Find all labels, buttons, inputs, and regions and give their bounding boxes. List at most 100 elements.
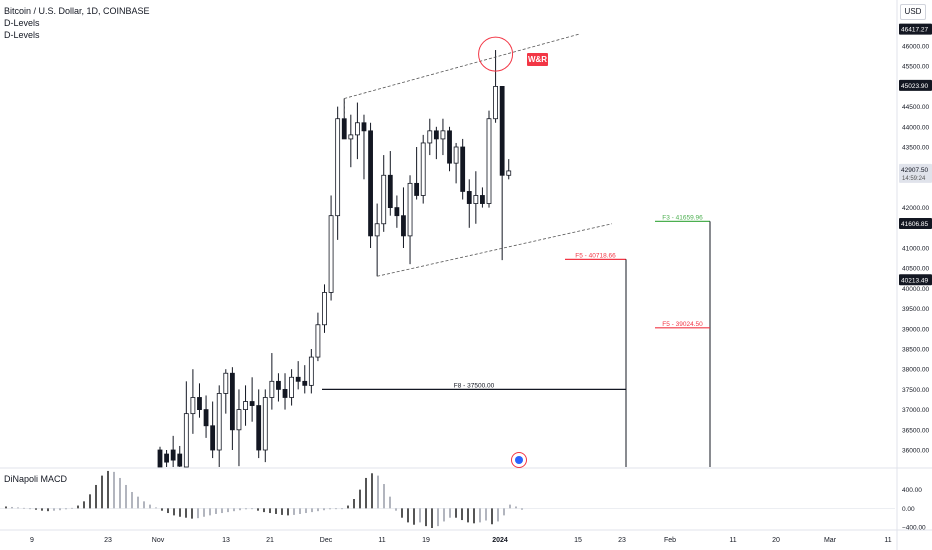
- macd-bar: [17, 507, 19, 509]
- price-tick-label: 42000.00: [902, 205, 929, 212]
- candle: [210, 401, 216, 459]
- candle-body: [354, 122, 360, 136]
- price-tick-label: 40000.00: [902, 286, 929, 293]
- price-tick-label: 38000.00: [902, 367, 929, 374]
- candle: [427, 118, 433, 156]
- macd-bar: [5, 506, 7, 509]
- time-tick-label: 15: [574, 537, 582, 544]
- macd-tick-label: 0.00: [902, 506, 915, 513]
- price-tick-label: 43500.00: [902, 145, 929, 152]
- macd-bar: [305, 508, 307, 514]
- candle-body: [506, 170, 512, 176]
- candle-body: [341, 118, 347, 140]
- macd-bar: [245, 508, 247, 510]
- macd-bar: [167, 508, 169, 514]
- price-label-text: 41606.85: [901, 221, 928, 228]
- candle: [394, 195, 400, 228]
- macd-bar: [11, 506, 13, 509]
- price-tick-label: 36500.00: [902, 427, 929, 434]
- candle-body: [407, 182, 413, 237]
- macd-bar: [323, 508, 325, 511]
- indicator-d-levels-1[interactable]: D-Levels: [4, 18, 40, 28]
- macd-bar: [413, 508, 415, 525]
- time-tick-label: 20: [772, 537, 780, 544]
- candle: [433, 126, 439, 160]
- macd-bar: [161, 508, 163, 511]
- candle: [466, 179, 472, 228]
- price-label-box: [899, 79, 932, 91]
- macd-tick-label: −400.00: [902, 525, 926, 532]
- macd-title[interactable]: DiNapoli MACD: [4, 474, 68, 484]
- price-tick-label: 41000.00: [902, 246, 929, 253]
- candle-body: [460, 146, 466, 192]
- candle-body: [302, 380, 308, 386]
- macd-bar: [101, 475, 103, 509]
- candle-body: [466, 191, 472, 204]
- time-tick-label: 11: [729, 537, 736, 544]
- candle: [493, 50, 498, 123]
- indicator-d-levels-2[interactable]: D-Levels: [4, 30, 40, 40]
- candle-body: [308, 356, 314, 386]
- macd-bar: [293, 508, 295, 515]
- time-tick-label: 11: [884, 537, 891, 544]
- candle: [440, 118, 446, 156]
- candle: [157, 446, 163, 468]
- time-tick-label: 11: [378, 537, 385, 544]
- candle-body: [433, 130, 439, 140]
- macd-tick-label: 400.00: [902, 487, 922, 494]
- macd-bar: [23, 507, 25, 509]
- macd-bar: [59, 508, 61, 511]
- level-label: F8 - 37500.00: [454, 382, 495, 389]
- candle-body: [486, 118, 492, 204]
- candle-body: [216, 393, 222, 451]
- macd-bar: [203, 508, 205, 517]
- macd-bar: [149, 504, 151, 509]
- macd-bar: [485, 508, 487, 521]
- price-tick-label: 44500.00: [902, 104, 929, 111]
- currency-button[interactable]: USD: [900, 4, 926, 20]
- candle: [302, 365, 308, 394]
- candle: [354, 102, 360, 160]
- candle-body: [276, 380, 281, 390]
- chart-legend: Bitcoin / U.S. Dollar, 1D, COINBASE D-Le…: [4, 5, 150, 41]
- price-tick-label: 37000.00: [902, 407, 929, 414]
- event-flag-icon[interactable]: [511, 452, 527, 468]
- symbol-title[interactable]: Bitcoin / U.S. Dollar, 1D, COINBASE: [4, 6, 150, 16]
- candle-body: [328, 215, 334, 293]
- macd-bar: [209, 508, 211, 516]
- price-tick-label: 38500.00: [902, 347, 929, 354]
- macd-bar: [257, 508, 259, 511]
- candle: [203, 395, 209, 438]
- candle: [183, 381, 189, 468]
- macd-bar: [185, 508, 187, 518]
- price-tick-label: 40500.00: [902, 266, 929, 273]
- macd-bar: [449, 508, 451, 518]
- macd-bar: [179, 508, 181, 517]
- price-tick-label: 37500.00: [902, 387, 929, 394]
- macd-bar: [473, 508, 475, 524]
- candle-body: [414, 182, 420, 196]
- macd-bar: [329, 508, 331, 510]
- candle-body: [374, 223, 380, 237]
- macd-bar: [335, 508, 337, 510]
- macd-bar: [251, 508, 253, 510]
- candle: [486, 110, 492, 208]
- macd-bar: [515, 506, 517, 509]
- price-tick-label: 45500.00: [902, 64, 929, 71]
- macd-bar: [359, 489, 361, 509]
- price-tick-label: 46000.00: [902, 44, 929, 51]
- candles: [157, 50, 512, 468]
- time-tick-label: 23: [618, 537, 626, 544]
- candle: [374, 203, 380, 277]
- macd-bar: [401, 508, 403, 518]
- candle: [401, 187, 406, 248]
- candle-body: [401, 215, 406, 237]
- macd-bar: [89, 494, 91, 509]
- candle: [460, 138, 466, 200]
- macd-bar: [419, 508, 421, 523]
- candle: [197, 383, 202, 418]
- macd-bar: [365, 477, 367, 509]
- candle: [328, 195, 334, 301]
- candle: [414, 147, 420, 200]
